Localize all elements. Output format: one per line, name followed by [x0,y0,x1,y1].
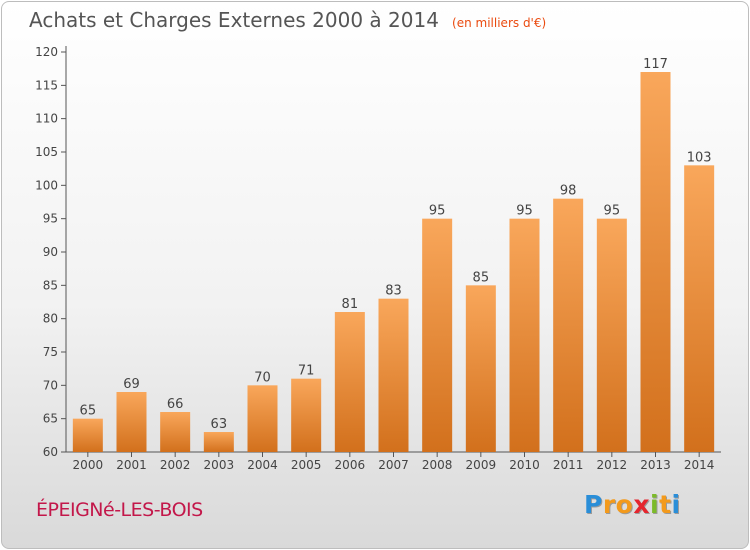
x-tick-label: 2010 [509,458,540,472]
x-tick-label: 2004 [247,458,278,472]
x-tick-label: 2002 [160,458,191,472]
data-label: 85 [473,270,490,285]
x-tick-label: 2012 [597,458,628,472]
logo-letter: r [602,490,616,519]
y-tick-label: 95 [43,212,58,226]
chart-subtitle: (en milliers d'€) [452,16,547,30]
data-labels: 65 69 66 63 70 71 81 83 95 85 95 98 95 117 103 [80,57,712,432]
data-label: 70 [254,370,271,385]
bars [72,72,715,453]
bar [203,432,234,452]
x-tick-label: 2008 [422,458,453,472]
data-label: 95 [429,204,446,219]
data-label: 71 [298,364,315,379]
y-tick-label: 60 [43,445,58,459]
x-tick-label: 2011 [553,458,584,472]
logo-letter: i [671,490,681,519]
data-label: 81 [342,297,359,312]
logo-letter: P [584,490,603,519]
data-label: 69 [123,377,140,392]
proxiti-logo: Proxiti [584,490,681,519]
x-tick-label: 2007 [378,458,409,472]
data-label: 117 [643,57,668,72]
data-label: 65 [80,404,97,419]
logo-letter: o [615,490,634,519]
x-tick-label: 2014 [684,458,715,472]
y-tick-label: 90 [43,245,58,259]
bar [160,412,191,452]
logo-letter: t [659,490,672,519]
commune-name: ÉPEIGNé-LES-BOIS [36,499,203,521]
bar [509,218,540,452]
data-label: 95 [604,204,621,219]
x-tick-label: 2003 [204,458,235,472]
bar [334,312,365,452]
y-tick-label: 75 [43,345,58,359]
chart-title: Achats et Charges Externes 2000 à 2014 [29,8,439,32]
x-tick-label: 2006 [335,458,366,472]
y-tick-label: 70 [43,378,58,392]
data-label: 66 [167,397,184,412]
bar [684,165,715,453]
x-tick-label: 2005 [291,458,322,472]
data-label: 98 [560,184,577,199]
bar [553,198,584,452]
y-tick-label: 110 [35,112,58,126]
bar [72,418,103,452]
y-tick-label: 85 [43,278,58,292]
bar [596,218,627,452]
data-label: 95 [516,204,533,219]
bar [291,378,322,452]
data-label: 83 [385,284,402,299]
y-tick-label: 100 [35,178,58,192]
data-label: 103 [687,150,712,165]
title-row: Achats et Charges Externes 2000 à 2014 (… [29,8,546,32]
logo-letter: x [633,490,650,519]
y-tick-label: 105 [35,145,58,159]
y-tick-label: 65 [43,412,58,426]
y-tick-label: 115 [35,78,58,92]
data-label: 63 [211,417,228,432]
y-tick-label: 120 [35,45,58,59]
axes: 60 65 70 75 80 85 90 95 100 105 110 115 120 2000 2001 2… [35,45,721,472]
x-tick-label: 2013 [640,458,671,472]
x-tick-label: 2009 [466,458,497,472]
bar [640,72,671,452]
bar [247,385,278,452]
bar [465,285,496,452]
bar [116,392,147,452]
y-tick-label: 80 [43,312,58,326]
bar [422,218,453,452]
logo-letter: i [650,490,660,519]
x-tick-label: 2000 [73,458,104,472]
bar [378,298,409,452]
x-tick-label: 2001 [116,458,147,472]
